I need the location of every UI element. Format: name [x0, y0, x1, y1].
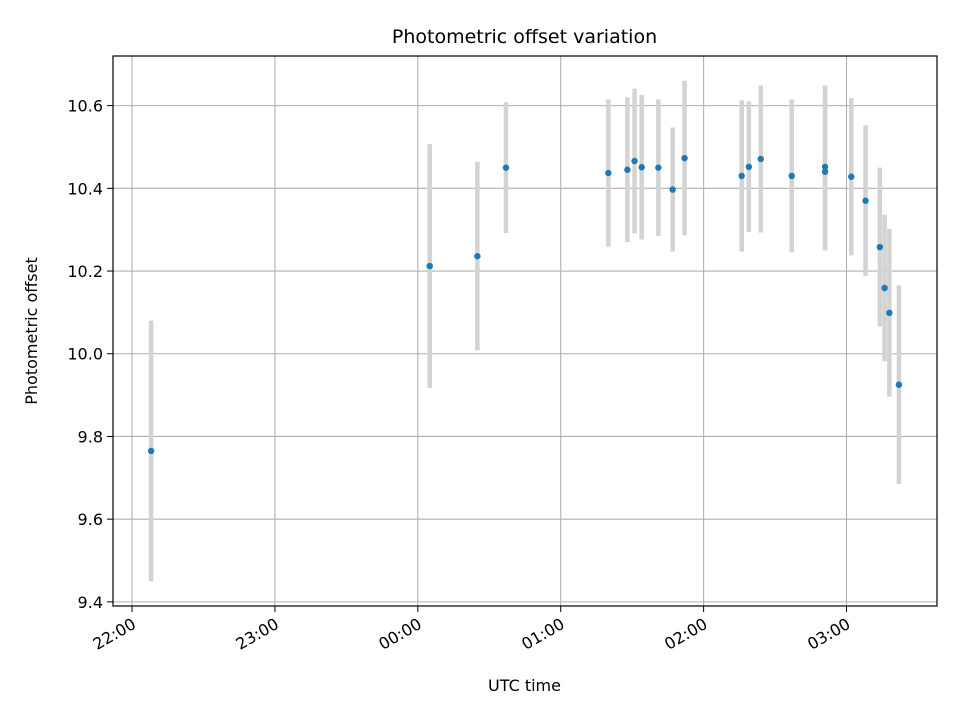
y-tick-label: 9.4	[78, 593, 103, 612]
grid	[113, 56, 937, 606]
data-point	[669, 186, 676, 193]
data-point	[862, 197, 869, 204]
y-axis: 9.4 9.6 9.8 10.0 10.2 10.4 10.6	[67, 97, 113, 612]
x-axis: 22:00 23:00 00:00 01:00 02:00 03:00	[90, 606, 854, 654]
data-point	[745, 163, 753, 171]
data-point	[821, 163, 829, 171]
y-tick-label: 10.6	[67, 97, 103, 116]
data-point	[895, 381, 903, 388]
x-tick-label: 22:00	[90, 614, 139, 654]
data-point	[881, 284, 888, 292]
data-point	[147, 447, 155, 455]
data-point	[426, 262, 433, 270]
x-tick-label: 00:00	[375, 614, 424, 654]
data-point	[631, 157, 638, 165]
y-tick-label: 9.8	[78, 427, 103, 446]
data-point	[638, 164, 645, 171]
y-tick-label: 9.6	[78, 510, 103, 529]
y-tick-label: 10.2	[67, 262, 103, 281]
x-axis-label: UTC time	[488, 676, 561, 695]
x-tick-label: 03:00	[804, 614, 853, 654]
data-point	[605, 169, 612, 177]
data-point	[757, 155, 764, 163]
data-point	[624, 166, 631, 173]
data-point	[502, 164, 510, 171]
data-point	[738, 172, 745, 180]
data-point	[821, 168, 829, 175]
data-point	[876, 243, 884, 251]
x-tick-label: 02:00	[661, 614, 710, 654]
y-tick-label: 10.4	[67, 179, 103, 198]
y-axis-label: Photometric offset	[22, 257, 41, 405]
data-point	[788, 172, 795, 180]
data-point	[886, 309, 893, 317]
error-bars	[148, 80, 902, 582]
data-point	[681, 154, 688, 162]
y-tick-label: 10.0	[67, 345, 103, 364]
plot-frame	[112, 55, 938, 607]
chart-title: Photometric offset variation	[392, 26, 657, 48]
x-tick-label: 23:00	[233, 614, 282, 654]
x-tick-label: 01:00	[518, 614, 567, 654]
data-point	[474, 252, 481, 260]
data-point	[655, 164, 662, 171]
data-point	[848, 173, 855, 180]
data-points	[147, 154, 903, 455]
